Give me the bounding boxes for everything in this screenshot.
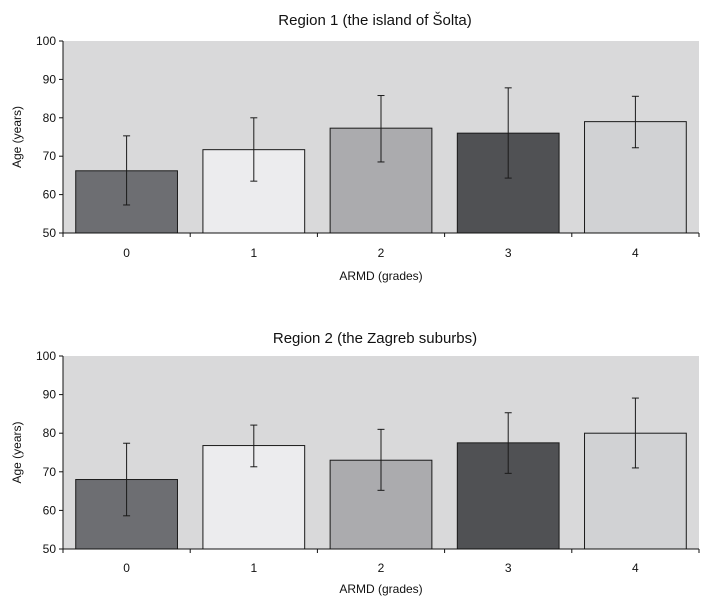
- x-tick-label: 0: [123, 246, 130, 260]
- x-tick-label: 2: [378, 561, 385, 575]
- x-tick-label: 1: [250, 561, 257, 575]
- y-tick-label: 60: [43, 188, 57, 202]
- y-axis-label: Age (years): [10, 421, 24, 483]
- y-tick-label: 80: [43, 111, 57, 125]
- x-axis-label: ARMD (grades): [339, 269, 422, 283]
- x-tick-label: 3: [505, 561, 512, 575]
- error-bar: [123, 135, 131, 206]
- chart-title: Region 2 (the Zagreb suburbs): [273, 330, 477, 347]
- y-tick-label: 70: [43, 465, 57, 479]
- x-tick-label: 3: [505, 246, 512, 260]
- x-tick-label: 1: [250, 246, 257, 260]
- error-bar: [504, 87, 512, 179]
- y-tick-label: 80: [43, 426, 57, 440]
- x-tick-label: 4: [632, 246, 639, 260]
- x-tick-label: 2: [378, 246, 385, 260]
- y-tick-label: 90: [43, 72, 57, 86]
- error-bar: [250, 424, 258, 468]
- error-bar: [377, 95, 385, 163]
- error-bar: [250, 117, 258, 182]
- y-tick-label: 60: [43, 503, 57, 517]
- chart-region-2: Region 2 (the Zagreb suburbs) 50 60 70 80 90 1…: [10, 330, 700, 596]
- error-bar: [377, 428, 385, 491]
- x-tick-label: 4: [632, 561, 639, 575]
- x-tick-label: 0: [123, 561, 130, 575]
- y-tick-label: 50: [43, 226, 57, 240]
- y-tick-label: 100: [36, 349, 56, 363]
- chart-title: Region 1 (the island of Šolta): [278, 12, 471, 29]
- y-tick-label: 90: [43, 388, 57, 402]
- y-tick-label: 100: [36, 34, 56, 48]
- error-bar: [504, 412, 512, 474]
- chart-region-1: Region 1 (the island of Šolta) 50 60 70 80 90…: [10, 12, 700, 283]
- error-bar: [631, 95, 639, 149]
- y-axis-label: Age (years): [10, 106, 24, 168]
- y-tick-label: 50: [43, 542, 57, 556]
- error-bar: [123, 442, 131, 517]
- y-tick-label: 70: [43, 149, 57, 163]
- x-axis-label: ARMD (grades): [339, 582, 422, 596]
- error-bar: [631, 397, 639, 469]
